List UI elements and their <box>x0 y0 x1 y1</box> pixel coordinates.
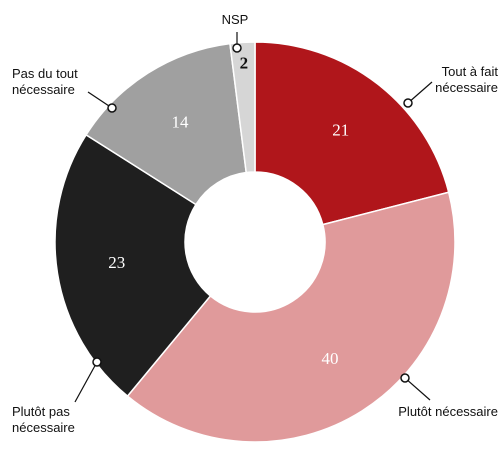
value-label: 23 <box>108 253 125 272</box>
leader-line <box>74 361 98 403</box>
category-label: Plutôt nécessaire <box>398 404 498 419</box>
value-label: 2 <box>240 53 249 72</box>
donut-slice <box>85 42 248 206</box>
leader-line <box>87 91 113 109</box>
leader-dot <box>400 373 410 383</box>
category-label: NSP <box>221 12 249 27</box>
value-label: 14 <box>171 113 189 132</box>
leader-dot <box>92 357 102 367</box>
category-label: Tout à fait nécessaire <box>435 64 498 95</box>
leader-dot <box>403 98 413 108</box>
category-label: Plutôt pas nécessaire <box>12 404 75 435</box>
leader-line <box>407 81 433 104</box>
donut-slice <box>126 191 456 443</box>
leader-dot <box>232 43 242 53</box>
leader-dot <box>107 103 117 113</box>
donut-slice <box>229 41 256 174</box>
value-label: 40 <box>322 349 339 368</box>
leader-line <box>404 377 431 401</box>
category-label: Pas du tout nécessaire <box>12 66 78 97</box>
value-label: 21 <box>332 120 349 139</box>
donut-slice <box>54 133 212 398</box>
donut-slice <box>254 41 450 226</box>
